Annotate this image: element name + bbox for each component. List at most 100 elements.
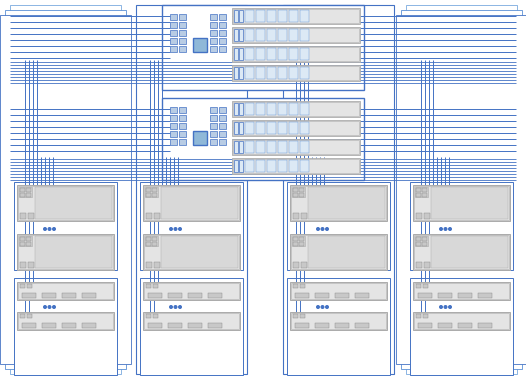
Bar <box>299 193 304 197</box>
Bar <box>315 293 329 298</box>
Bar <box>146 242 151 246</box>
Bar <box>293 262 299 268</box>
Bar <box>170 14 177 20</box>
Bar <box>245 122 254 134</box>
Bar <box>239 160 243 172</box>
Bar <box>406 5 517 374</box>
Bar <box>287 182 390 270</box>
Bar <box>140 182 243 270</box>
Bar <box>27 284 32 288</box>
Bar <box>267 10 276 22</box>
Bar <box>18 283 113 299</box>
Bar <box>431 236 508 268</box>
Bar <box>152 237 157 241</box>
Circle shape <box>326 228 328 230</box>
Bar <box>179 22 186 28</box>
Bar <box>232 46 360 62</box>
Circle shape <box>440 306 442 308</box>
Bar <box>5 10 126 369</box>
Bar <box>210 22 217 28</box>
Bar <box>19 187 32 197</box>
Bar <box>210 115 217 121</box>
Bar <box>438 293 452 298</box>
Bar <box>144 313 239 329</box>
Bar <box>256 122 265 134</box>
Bar <box>193 38 207 52</box>
Bar <box>239 122 243 134</box>
Bar <box>162 5 364 90</box>
Bar <box>210 46 217 52</box>
Bar <box>239 10 243 22</box>
Bar <box>144 186 239 220</box>
Bar <box>162 98 364 180</box>
Bar <box>335 293 349 298</box>
Bar <box>232 8 360 24</box>
Bar <box>239 29 243 41</box>
Bar <box>292 187 305 197</box>
Bar <box>278 103 287 115</box>
Bar <box>300 29 309 41</box>
Bar <box>401 10 522 369</box>
Bar <box>143 282 240 300</box>
Bar <box>219 38 226 44</box>
Bar <box>290 312 387 330</box>
Bar <box>239 67 243 79</box>
Bar <box>234 29 238 41</box>
Bar <box>289 29 298 41</box>
Bar <box>416 193 421 197</box>
Bar <box>210 107 217 113</box>
Bar <box>300 284 305 288</box>
Bar <box>233 140 359 154</box>
Bar <box>414 186 509 220</box>
Bar <box>315 323 329 328</box>
Bar <box>478 293 492 298</box>
Bar <box>170 123 177 129</box>
Bar <box>245 48 254 60</box>
Bar <box>22 293 36 298</box>
Circle shape <box>44 228 46 230</box>
Circle shape <box>174 228 177 230</box>
Bar <box>300 314 305 318</box>
Bar <box>232 65 360 81</box>
Bar <box>14 278 117 375</box>
Bar <box>26 237 31 241</box>
Bar <box>283 5 394 374</box>
Bar <box>267 141 276 153</box>
Bar <box>27 314 32 318</box>
Bar <box>416 314 421 318</box>
Bar <box>290 234 387 270</box>
Bar <box>293 193 298 197</box>
Bar <box>234 122 238 134</box>
Bar <box>256 48 265 60</box>
Bar <box>146 213 152 219</box>
Bar <box>295 293 309 298</box>
Bar <box>170 38 177 44</box>
Bar <box>278 10 287 22</box>
Bar <box>278 48 287 60</box>
Bar <box>143 234 240 270</box>
Bar <box>287 278 390 375</box>
Bar <box>82 323 96 328</box>
Bar <box>233 66 359 80</box>
Circle shape <box>440 228 442 230</box>
Circle shape <box>317 228 319 230</box>
Bar <box>300 48 309 60</box>
Bar <box>35 187 112 219</box>
Bar <box>289 48 298 60</box>
Circle shape <box>449 306 451 308</box>
Circle shape <box>170 306 173 308</box>
Bar <box>418 323 432 328</box>
Bar <box>289 10 298 22</box>
Bar <box>28 213 34 219</box>
Bar <box>256 67 265 79</box>
Bar <box>413 282 510 300</box>
Bar <box>233 102 359 116</box>
Bar <box>239 141 243 153</box>
Bar <box>245 103 254 115</box>
Circle shape <box>179 306 181 308</box>
Bar <box>293 237 298 241</box>
Bar <box>295 323 309 328</box>
Bar <box>414 235 509 269</box>
Bar <box>245 29 254 41</box>
Bar <box>143 185 240 221</box>
